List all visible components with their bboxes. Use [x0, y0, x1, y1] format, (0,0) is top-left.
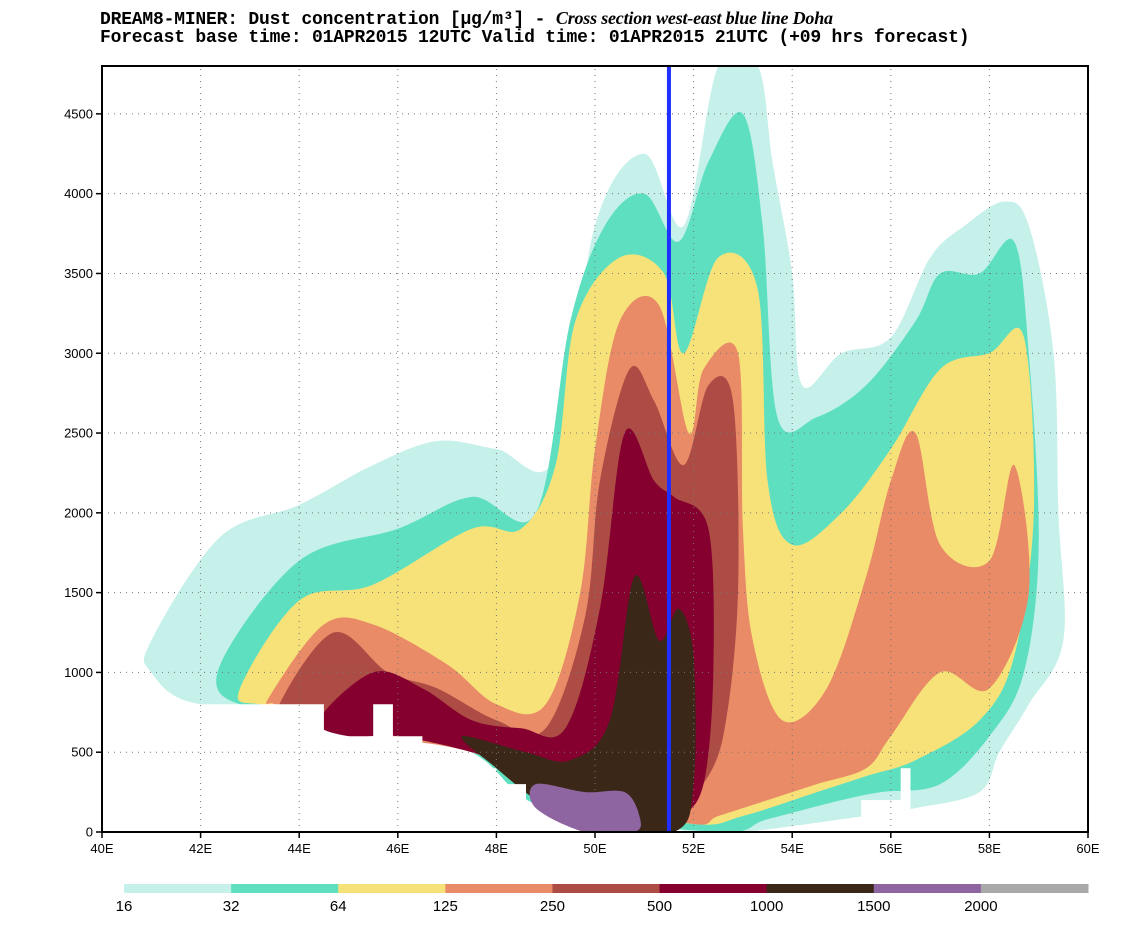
- x-tick-label: 56E: [879, 841, 902, 856]
- legend-label-125: 125: [433, 898, 458, 915]
- y-tick-label: 0: [86, 825, 93, 840]
- legend-swatch-2: [231, 884, 339, 893]
- contour-regions: [143, 66, 1065, 832]
- legend-label-500: 500: [647, 898, 672, 915]
- x-tick-label: 48E: [485, 841, 508, 856]
- legend-label-32: 32: [223, 898, 240, 915]
- axes: 40E 42E 44E 46E 48E 50E 52E 54E 56E 58E 60E 0 500 100…: [64, 106, 1100, 856]
- mask-region-2: [861, 768, 911, 832]
- x-tick-label: 40E: [90, 841, 113, 856]
- x-tick-label: 52E: [682, 841, 705, 856]
- x-tick-label: 42E: [189, 841, 212, 856]
- y-tick-label: 1500: [64, 585, 93, 600]
- y-tick-label: 2500: [64, 426, 93, 441]
- legend-swatch-7: [766, 884, 875, 893]
- legend-swatch-4: [445, 884, 553, 893]
- x-tick-label: 46E: [386, 841, 409, 856]
- x-tick-label: 44E: [288, 841, 311, 856]
- y-tick-label: 3500: [64, 266, 93, 281]
- chart-title-italic: Cross section west-east blue line Doha: [555, 8, 833, 28]
- legend-label-1000: 1000: [750, 898, 783, 915]
- legend-label-64: 64: [330, 898, 347, 915]
- x-tick-label: 50E: [583, 841, 606, 856]
- legend-swatch-5: [552, 884, 661, 893]
- y-tick-label: 4500: [64, 106, 93, 121]
- y-tick-label: 1000: [64, 665, 93, 680]
- contour-region-1500: [529, 783, 641, 832]
- legend-swatch-6: [659, 884, 768, 893]
- legend-label-1500: 1500: [857, 898, 890, 915]
- y-tick-label: 2000: [64, 505, 93, 520]
- chart-title-line2: Forecast base time: 01APR2015 12UTC Vali…: [100, 28, 970, 48]
- x-tick-label: 58E: [978, 841, 1001, 856]
- legend-swatch-3: [338, 884, 446, 893]
- x-tick-label: 60E: [1076, 841, 1099, 856]
- chart-title-prefix: DREAM8-MINER: Dust concentration [μg/m³]…: [100, 10, 556, 30]
- contour-region-1000: [461, 575, 696, 832]
- color-legend: 16 32 64 125 250 500 1000 1500 2000: [116, 884, 1089, 915]
- y-tick-label: 4000: [64, 186, 93, 201]
- missing-data-masks: [102, 704, 911, 832]
- legend-label-16: 16: [116, 898, 133, 915]
- legend-label-2000: 2000: [964, 898, 997, 915]
- y-tick-label: 500: [71, 745, 93, 760]
- legend-label-250: 250: [540, 898, 565, 915]
- chart-title-line1: DREAM8-MINER: Dust concentration [μg/m³]…: [100, 8, 833, 30]
- y-tick-label: 3000: [64, 346, 93, 361]
- grid-lines: [102, 66, 1088, 832]
- legend-swatch-1: [124, 884, 232, 893]
- legend-swatch-9: [980, 884, 1089, 893]
- x-tick-label: 54E: [781, 841, 804, 856]
- mask-region-1: [102, 704, 526, 832]
- legend-swatch-8: [873, 884, 982, 893]
